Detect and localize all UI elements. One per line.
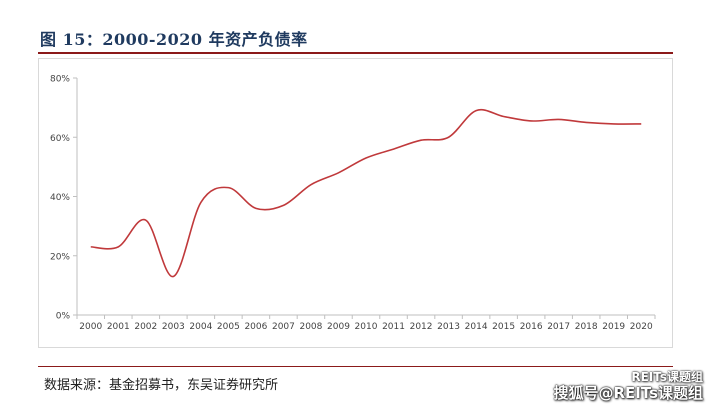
x-tick-label: 2006 [244,322,267,332]
y-tick-label: 80% [50,75,70,85]
x-tick-label: 2003 [162,322,185,332]
x-tick-label: 2002 [134,322,157,332]
y-tick-label: 60% [50,134,70,144]
x-tick-label: 2013 [437,322,460,332]
line-chart: 0% 20% 40% 60% 80% 2000 2001 2002 2003 2004 2005 20… [50,75,656,332]
watermark-line-2: 搜狐号@REITs课题组 [553,384,703,402]
x-tick-label: 2019 [602,322,625,332]
source-note: 数据来源：基金招募书，东吴证券研究所 [44,378,279,393]
watermark: REITs课题组 搜狐号@REITs课题组 [553,370,703,402]
x-tick-label: 2011 [382,322,405,332]
series-line [90,108,642,278]
x-tick-label: 2009 [327,322,350,332]
x-tick-label: 2000 [79,322,102,332]
x-tick-label: 2007 [272,322,295,332]
x-tick-label: 2010 [355,322,378,332]
chart-area: 0% 20% 40% 60% 80% 2000 2001 2002 2003 2004 2005 20… [38,58,673,348]
x-tick-label: 2015 [492,322,515,332]
x-tick-label: 2016 [520,322,543,332]
y-tick-label: 40% [50,193,70,203]
x-tick-label: 2014 [465,322,488,332]
x-tick-label: 2017 [547,322,570,332]
title-divider [38,52,673,54]
x-tick-label: 2004 [189,322,212,332]
y-tick-label: 20% [50,252,70,262]
x-tick-label: 2001 [107,322,130,332]
x-tick-label: 2008 [299,322,322,332]
source-divider [38,366,673,367]
x-tick-label: 2020 [630,322,653,332]
x-tick-label: 2005 [217,322,240,332]
x-tick-label: 2012 [410,322,433,332]
watermark-line-1: REITs课题组 [631,369,703,384]
x-tick-label: 2018 [575,322,598,332]
figure-title: 图 15：2000-2020 年资产负债率 [40,30,308,49]
y-tick-label: 0% [56,312,71,322]
